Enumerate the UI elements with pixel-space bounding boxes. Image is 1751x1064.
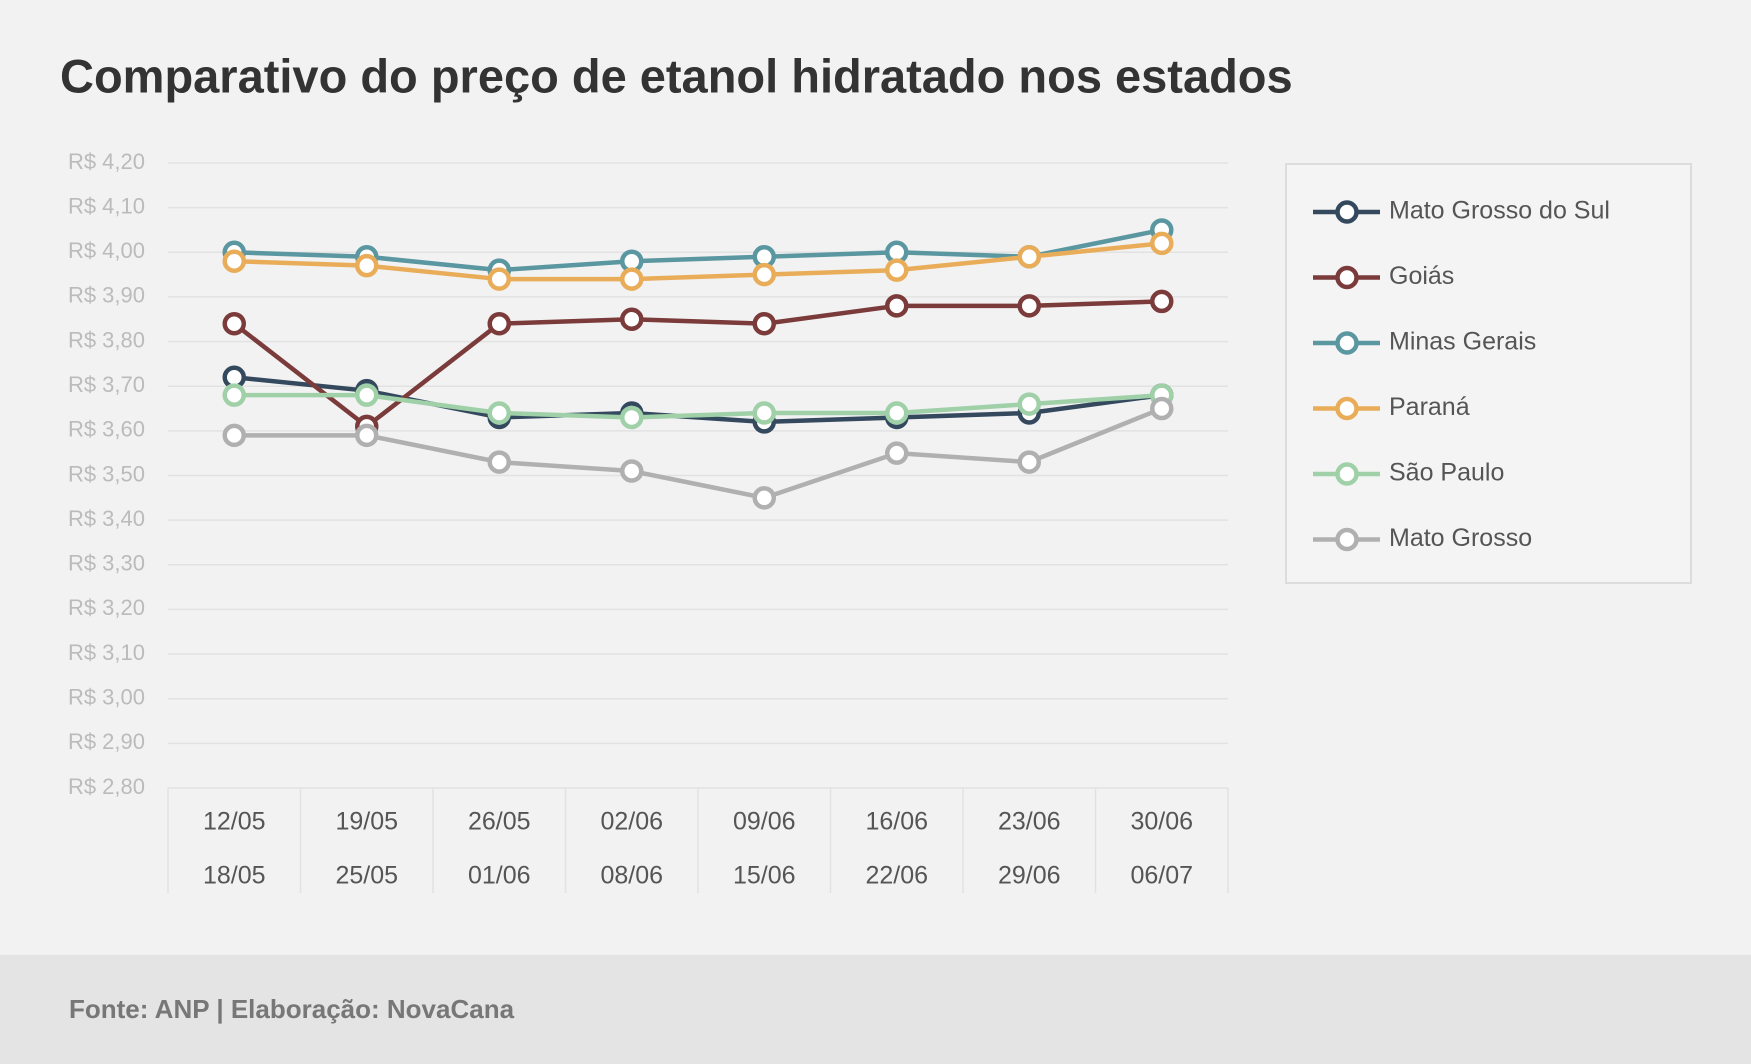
point (1017, 450, 1041, 474)
y-tick-label: R$ 3,10 (68, 640, 145, 665)
legend-label: Goiás (1389, 262, 1454, 290)
series-line (234, 227, 1163, 273)
x-tick-label: 19/05 (335, 808, 398, 836)
legend-marker (1335, 527, 1359, 552)
legend-marker (1335, 200, 1359, 224)
x-tick-label: 12/05 (203, 808, 266, 836)
y-tick-label: R$ 3,00 (68, 685, 145, 710)
point (885, 401, 909, 425)
point (487, 401, 511, 425)
point (222, 383, 246, 407)
x-tick-label: 22/06 (865, 862, 928, 890)
y-tick-label: R$ 3,60 (68, 417, 145, 442)
x-tick-label: 18/05 (203, 862, 266, 890)
legend-marker (1335, 462, 1359, 486)
y-tick-label: R$ 3,20 (68, 595, 145, 620)
legend-box (1285, 163, 1692, 584)
point (487, 450, 511, 474)
y-tick-label: R$ 2,90 (68, 729, 145, 754)
y-tick-label: R$ 3,50 (68, 461, 145, 486)
x-tick-label: 23/06 (998, 808, 1061, 836)
point (620, 459, 644, 483)
y-tick-label: R$ 3,40 (68, 506, 145, 531)
chart-title: Comparativo do preço de etanol hidratado… (60, 49, 1293, 102)
point (1017, 392, 1041, 416)
y-tick-label: R$ 4,20 (68, 149, 145, 174)
point (222, 311, 246, 336)
x-tick-label: 02/06 (600, 808, 663, 836)
point (355, 423, 379, 448)
series-line (234, 406, 1163, 501)
x-tick-label: 16/06 (865, 808, 928, 836)
point (885, 441, 909, 465)
point (222, 249, 246, 273)
x-tick-label: 09/06 (733, 808, 796, 836)
y-tick-label: R$ 3,80 (68, 327, 145, 352)
point (885, 294, 909, 318)
point (355, 253, 379, 278)
legend-marker (1335, 331, 1359, 355)
x-tick-label: 30/06 (1130, 808, 1193, 836)
series-line (234, 241, 1162, 282)
point (752, 311, 776, 336)
x-tick-label: 01/06 (468, 862, 531, 890)
point (1150, 231, 1174, 256)
y-tick-label: R$ 3,70 (68, 372, 145, 397)
point (620, 267, 644, 291)
point (752, 486, 776, 510)
point (222, 423, 246, 448)
x-tick-label: 25/05 (335, 862, 398, 890)
x-tick-label: 06/07 (1130, 862, 1193, 890)
point (1150, 396, 1174, 421)
legend-label: Mato Grosso do Sul (1389, 197, 1610, 225)
point (1150, 289, 1174, 314)
point (752, 262, 776, 287)
y-tick-label: R$ 3,90 (68, 283, 145, 308)
point (1017, 245, 1041, 269)
y-tick-label: R$ 2,80 (68, 774, 145, 799)
x-tick-label: 26/05 (468, 808, 531, 836)
y-tick-label: R$ 4,00 (68, 238, 145, 263)
legend-label: São Paulo (1389, 459, 1504, 487)
x-tick-label: 08/06 (600, 862, 663, 890)
legend-marker (1335, 265, 1359, 290)
x-tick-label: 29/06 (998, 862, 1061, 890)
point (355, 383, 379, 407)
footer-source: Fonte: ANP | Elaboração: NovaCana (69, 994, 515, 1024)
footer-band (0, 955, 1751, 1064)
legend-label: Minas Gerais (1389, 328, 1536, 356)
series-line (234, 392, 1162, 420)
y-tick-label: R$ 3,30 (68, 551, 145, 576)
point (487, 267, 511, 291)
point (487, 311, 511, 336)
point (620, 405, 644, 430)
point (620, 307, 644, 331)
legend-label: Mato Grosso (1389, 524, 1532, 552)
point (885, 258, 909, 282)
legend-label: Paraná (1389, 393, 1470, 421)
x-tick-label: 15/06 (733, 862, 796, 890)
point (1017, 294, 1041, 318)
series-line (232, 299, 1162, 429)
legend-marker (1335, 396, 1359, 421)
y-tick-label: R$ 4,10 (68, 193, 145, 218)
point (752, 401, 776, 425)
